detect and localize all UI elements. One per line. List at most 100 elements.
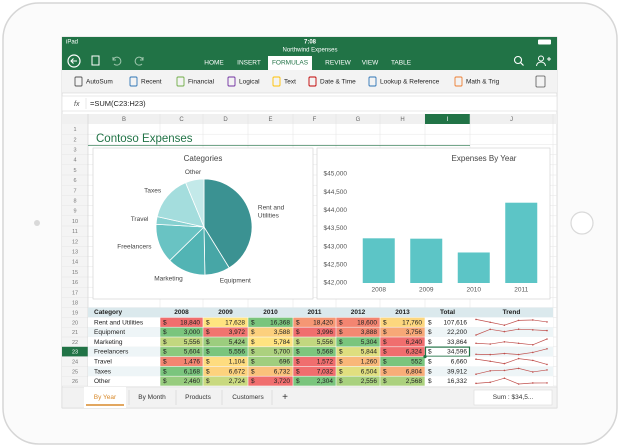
total-text[interactable]: 22,200: [447, 329, 467, 336]
ribbon-tab[interactable]: VIEW: [362, 60, 379, 67]
value-text[interactable]: 552: [411, 359, 422, 366]
value-text[interactable]: 6,324: [406, 349, 423, 356]
row-header[interactable]: 17: [72, 290, 78, 296]
total-text[interactable]: 39,912: [447, 368, 467, 375]
row-header[interactable]: 18: [72, 300, 78, 306]
row-header[interactable]: 7: [73, 188, 76, 194]
row-header[interactable]: 6: [73, 178, 76, 184]
ribbon-tab[interactable]: HOME: [204, 60, 224, 67]
ribbon-tab[interactable]: REVIEW: [325, 60, 352, 67]
share-button[interactable]: [538, 55, 544, 62]
value-text[interactable]: 5,556: [317, 339, 334, 346]
redo-button[interactable]: [134, 56, 144, 66]
row-header[interactable]: 25: [72, 369, 78, 375]
value-text[interactable]: 3,888: [361, 329, 378, 336]
row-header[interactable]: 20: [72, 320, 78, 326]
row-header[interactable]: 10: [72, 219, 78, 225]
value-text[interactable]: 18,840: [180, 319, 200, 326]
column-header[interactable]: D: [223, 117, 228, 123]
row-header[interactable]: 13: [72, 249, 78, 255]
row-header[interactable]: 22: [72, 340, 78, 346]
sheet-tab[interactable]: Products: [185, 394, 211, 401]
calculate-button[interactable]: [535, 75, 546, 88]
value-text[interactable]: 2,724: [229, 378, 246, 385]
row-header[interactable]: 12: [72, 239, 78, 245]
row-header[interactable]: 19: [72, 310, 78, 316]
row-header[interactable]: 23: [72, 350, 78, 356]
search-button[interactable]: [513, 55, 523, 65]
value-text[interactable]: 18,420: [313, 319, 333, 326]
value-text[interactable]: 6,504: [361, 368, 378, 375]
value-text[interactable]: 5,304: [361, 339, 378, 346]
formula-text[interactable]: =SUM(C23:H23): [90, 99, 146, 108]
row-header[interactable]: 2: [73, 137, 76, 143]
value-text[interactable]: 3,756: [406, 329, 423, 336]
row-header[interactable]: 3: [73, 147, 76, 153]
row-header[interactable]: 14: [72, 260, 78, 266]
column-header[interactable]: I: [447, 117, 449, 123]
row-header[interactable]: 11: [72, 229, 78, 235]
value-text[interactable]: 696: [279, 359, 290, 366]
ribbon-button[interactable]: Text: [284, 79, 296, 86]
value-text[interactable]: 17,760: [402, 319, 422, 326]
total-text[interactable]: 16,332: [447, 378, 467, 385]
row-header[interactable]: 4: [73, 158, 76, 164]
value-text[interactable]: 3,000: [184, 329, 201, 336]
ribbon-button[interactable]: Recent: [141, 79, 162, 86]
value-text[interactable]: 5,604: [184, 349, 201, 356]
column-header[interactable]: G: [356, 117, 361, 123]
value-text[interactable]: 5,700: [274, 349, 291, 356]
value-text[interactable]: 17,628: [225, 319, 245, 326]
value-text[interactable]: 5,556: [184, 339, 201, 346]
sheet-tab[interactable]: By Year: [94, 394, 117, 401]
status-sum[interactable]: Sum : $34,5...: [493, 394, 534, 401]
value-text[interactable]: 2,568: [406, 378, 423, 385]
ribbon-button[interactable]: Math & Trig: [466, 79, 500, 86]
total-text[interactable]: 34,596: [447, 349, 467, 356]
value-text[interactable]: 3,588: [274, 329, 291, 336]
value-text[interactable]: 6,804: [406, 368, 423, 375]
ribbon-tab[interactable]: FORMULAS: [272, 60, 309, 67]
ribbon-button[interactable]: Lookup & Reference: [380, 79, 440, 86]
back-button[interactable]: [67, 54, 81, 68]
value-text[interactable]: 1,104: [229, 359, 246, 366]
ribbon-button[interactable]: Financial: [188, 79, 215, 86]
selected-cell[interactable]: [424, 346, 471, 357]
value-text[interactable]: 5,424: [229, 339, 246, 346]
column-header[interactable]: B: [122, 117, 126, 123]
value-text[interactable]: 1,572: [317, 359, 334, 366]
sheet-tab[interactable]: By Month: [138, 394, 166, 401]
row-header[interactable]: 16: [72, 280, 78, 286]
ribbon-button[interactable]: Logical: [239, 79, 260, 86]
row-header[interactable]: 9: [73, 209, 76, 215]
ribbon-tab[interactable]: INSERT: [237, 60, 261, 67]
row-header[interactable]: 26: [72, 379, 78, 385]
sheet-tab[interactable]: Customers: [232, 394, 264, 401]
row-header[interactable]: 21: [72, 330, 78, 336]
value-text[interactable]: 2,556: [361, 378, 378, 385]
value-text[interactable]: 2,304: [317, 378, 334, 385]
row-header[interactable]: 1: [73, 127, 76, 133]
column-header[interactable]: C: [179, 117, 184, 123]
row-header[interactable]: 5: [73, 168, 76, 174]
value-text[interactable]: 5,556: [229, 349, 246, 356]
file-button[interactable]: [91, 55, 100, 66]
value-text[interactable]: 18,600: [357, 319, 377, 326]
home-button[interactable]: [570, 211, 594, 235]
column-header[interactable]: J: [510, 117, 513, 123]
column-header[interactable]: E: [268, 117, 272, 123]
undo-button[interactable]: [112, 56, 122, 66]
total-text[interactable]: 107,616: [444, 319, 468, 326]
value-text[interactable]: 6,240: [406, 339, 423, 346]
sheet-tab[interactable]: +: [282, 392, 288, 403]
value-text[interactable]: 1,476: [184, 359, 201, 366]
value-text[interactable]: 6,732: [274, 368, 291, 375]
column-header[interactable]: F: [313, 117, 317, 123]
value-text[interactable]: 5,844: [361, 349, 378, 356]
value-text[interactable]: 6,672: [229, 368, 246, 375]
ribbon-tab[interactable]: TABLE: [391, 60, 412, 67]
value-text[interactable]: 3,720: [274, 378, 291, 385]
ribbon-button[interactable]: AutoSum: [86, 79, 113, 86]
value-text[interactable]: 7,032: [317, 368, 334, 375]
value-text[interactable]: 6,168: [184, 368, 201, 375]
